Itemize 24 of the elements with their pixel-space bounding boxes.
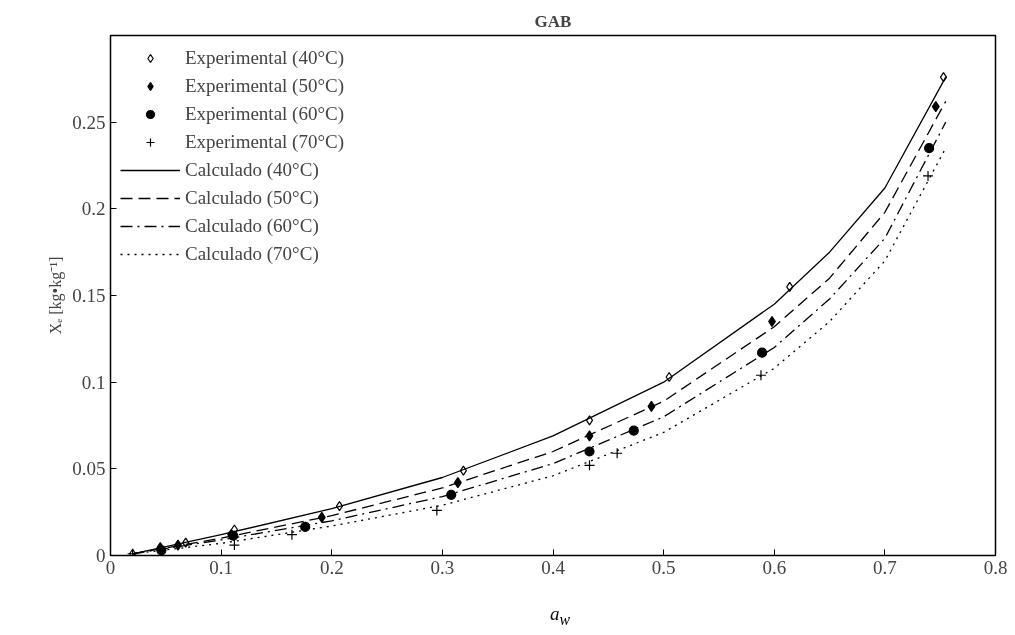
y-tick-label: 0.05 — [72, 458, 106, 480]
y-tick-label: 0.2 — [81, 198, 106, 220]
y-tick-label: 0.15 — [72, 285, 106, 306]
legend-label: Calculado (70°C) — [185, 242, 319, 266]
legend-label: Calculado (40°C) — [185, 158, 319, 182]
legend-label: Experimental (60°C) — [185, 102, 345, 126]
legend-label: Experimental (50°C) — [185, 74, 345, 98]
x-axis-title: a$_{w}$ — [549, 603, 571, 628]
x-tick-label: 0.8 — [983, 556, 1008, 578]
x-tick-label: 0.2 — [319, 556, 344, 578]
x-tick-label: 0.4 — [541, 556, 566, 578]
legend-label: Experimental (70°C) — [185, 130, 345, 154]
legend-label: Calculado (60°C) — [185, 214, 319, 238]
x-tick-label: 0.1 — [209, 556, 233, 578]
y-tick-label: 0.25 — [72, 111, 106, 133]
legend-label: Experimental (40°C) — [185, 46, 345, 70]
x-tick-label: 0.7 — [873, 556, 897, 578]
y-axis-title: Xₑ [kg•kg⁻¹] — [47, 256, 66, 335]
legend-label: Calculado (50°C) — [185, 186, 319, 210]
x-tick-label: 0.3 — [430, 556, 455, 578]
x-tick-label: 0.6 — [762, 556, 787, 578]
y-tick-label: 0.1 — [81, 371, 106, 393]
x-tick-label: 0.5 — [651, 556, 676, 578]
chart-title: GAB — [534, 11, 572, 31]
